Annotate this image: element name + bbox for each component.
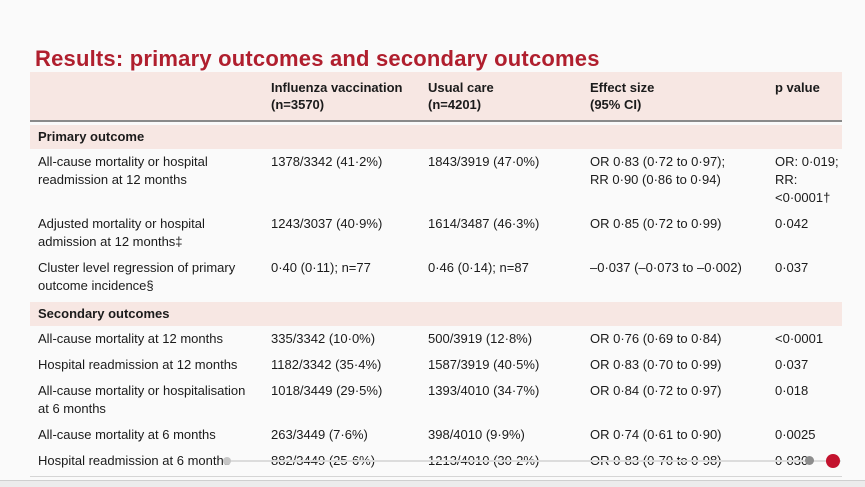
- table-body: Primary outcome All-cause mortality or h…: [30, 125, 842, 477]
- cell-vaccination: 1182/3342 (35·4%): [271, 357, 382, 372]
- row-label: All-cause mortality at 12 months: [38, 331, 223, 346]
- cell-usual-care: 0·46 (0·14); n=87: [428, 260, 529, 275]
- playhead-dot[interactable]: [826, 454, 840, 468]
- cell-effect-size: OR 0·84 (0·72 to 0·97): [590, 383, 722, 398]
- cell-p-value: 0·037: [775, 260, 809, 275]
- section-header-secondary: Secondary outcomes: [30, 302, 842, 326]
- cell-effect-size: OR 0·83 (0·70 to 0·99): [590, 357, 722, 372]
- cell-effect-size: OR 0·74 (0·61 to 0·90): [590, 427, 722, 442]
- header-outcome: [30, 79, 271, 113]
- cell-usual-care: 1393/4010 (34·7%): [428, 383, 540, 398]
- header-vaccination: Influenza vaccination (n=3570): [271, 80, 403, 112]
- cell-vaccination: 1243/3037 (40·9%): [271, 216, 383, 231]
- cell-vaccination: 263/3449 (7·6%): [271, 427, 368, 442]
- header-effect-size: Effect size (95% CI): [590, 80, 655, 112]
- results-table: Influenza vaccination (n=3570) Usual car…: [30, 72, 842, 477]
- page-title: Results: primary outcomes and secondary …: [35, 45, 600, 71]
- cell-effect-size: OR 0·83 (0·72 to 0·97); RR 0·90 (0·86 to…: [590, 154, 726, 187]
- table-row: Cluster level regression of primary outc…: [30, 255, 842, 299]
- row-label: Cluster level regression of primary outc…: [38, 260, 236, 293]
- cell-effect-size: –0·037 (–0·073 to –0·002): [590, 260, 742, 275]
- row-label: All-cause mortality at 6 months: [38, 427, 216, 442]
- cell-p-value: 0·037: [775, 357, 809, 372]
- row-label: All-cause mortality or hospitalisation a…: [38, 383, 246, 416]
- cell-usual-care: 1587/3919 (40·5%): [428, 357, 540, 372]
- table-row: All-cause mortality at 6 months 263/3449…: [30, 422, 842, 448]
- table-row: Adjusted mortality or hospital admission…: [30, 211, 842, 255]
- cell-usual-care: 1614/3487 (46·3%): [428, 216, 540, 231]
- row-label: Hospital readmission at 6 months: [38, 453, 231, 468]
- cell-usual-care: 398/4010 (9·9%): [428, 427, 525, 442]
- table-header-row: Influenza vaccination (n=3570) Usual car…: [30, 72, 842, 122]
- section-header-primary: Primary outcome: [30, 125, 842, 149]
- cell-p-value: <0·0001: [775, 331, 824, 346]
- track-start-dot: [223, 457, 231, 465]
- cell-vaccination: 335/3342 (10·0%): [271, 331, 376, 346]
- cell-usual-care: 500/3919 (12·8%): [428, 331, 533, 346]
- row-label: Adjusted mortality or hospital admission…: [38, 216, 205, 249]
- cell-p-value: OR: 0·019; RR: <0·0001†: [775, 154, 839, 205]
- cell-p-value: 0·018: [775, 383, 809, 398]
- cell-p-value: 0·042: [775, 216, 809, 231]
- cell-p-value: 0·0025: [775, 427, 816, 442]
- table-row: All-cause mortality or hospital readmiss…: [30, 149, 842, 211]
- header-p-value: p value: [775, 80, 820, 95]
- cell-usual-care: 1843/3919 (47·0%): [428, 154, 540, 169]
- table-row: All-cause mortality at 12 months 335/334…: [30, 326, 842, 352]
- scrubber-track[interactable]: [227, 460, 841, 462]
- chapter-marker-dot[interactable]: [805, 456, 814, 465]
- cell-effect-size: OR 0·85 (0·72 to 0·99): [590, 216, 722, 231]
- header-usual-care: Usual care (n=4201): [428, 80, 494, 112]
- cell-vaccination: 1378/3342 (41·2%): [271, 154, 383, 169]
- table-row: Hospital readmission at 12 months 1182/3…: [30, 352, 842, 378]
- row-label: All-cause mortality or hospital readmiss…: [38, 154, 208, 187]
- cell-effect-size: OR 0·76 (0·69 to 0·84): [590, 331, 722, 346]
- table-row: All-cause mortality or hospitalisation a…: [30, 378, 842, 422]
- bottom-bar: [0, 480, 865, 487]
- row-label: Hospital readmission at 12 months: [38, 357, 238, 372]
- cell-vaccination: 1018/3449 (29·5%): [271, 383, 383, 398]
- cell-vaccination: 0·40 (0·11); n=77: [271, 260, 371, 275]
